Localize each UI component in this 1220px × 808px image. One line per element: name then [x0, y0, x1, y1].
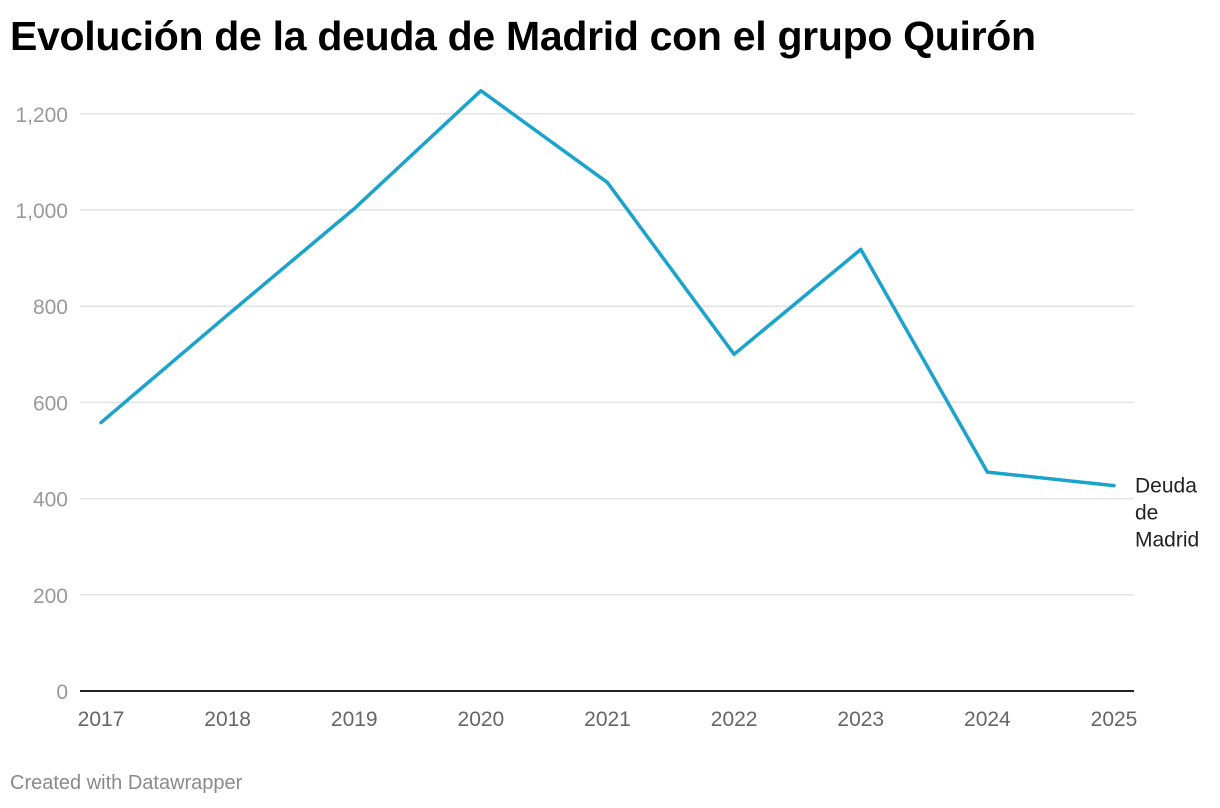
x-tick-label: 2018 — [204, 708, 251, 731]
series-label-line: Madrid — [1135, 529, 1199, 552]
series-label: Deuda de Madrid — [1135, 475, 1199, 552]
x-tick-label: 2021 — [584, 708, 631, 731]
chart-title: Evolución de la deuda de Madrid con el g… — [10, 13, 1036, 59]
y-tick-label: 1,000 — [15, 200, 68, 223]
x-tick-label: 2023 — [837, 708, 884, 731]
series-label-line: Deuda — [1135, 475, 1197, 498]
y-tick-label: 800 — [33, 296, 68, 319]
datawrapper-credit: Created with Datawrapper — [10, 772, 243, 794]
x-tick-label: 2019 — [331, 708, 378, 731]
x-tick-label: 2022 — [711, 708, 758, 731]
x-tick-label: 2025 — [1091, 708, 1138, 731]
x-tick-label: 2020 — [458, 708, 505, 731]
y-tick-label: 0 — [56, 681, 68, 704]
y-tick-label: 200 — [33, 585, 68, 608]
y-tick-label: 1,200 — [15, 104, 68, 127]
y-tick-label: 400 — [33, 489, 68, 512]
x-tick-label: 2024 — [964, 708, 1011, 731]
y-tick-label: 600 — [33, 392, 68, 415]
line-chart: 0 200 400 600 800 1,000 1,200 2017 2018 2019 2020 2… — [15, 88, 1199, 731]
series-label-line: de — [1135, 502, 1158, 525]
x-tick-label: 2017 — [78, 708, 125, 731]
series-line — [99, 88, 1116, 488]
